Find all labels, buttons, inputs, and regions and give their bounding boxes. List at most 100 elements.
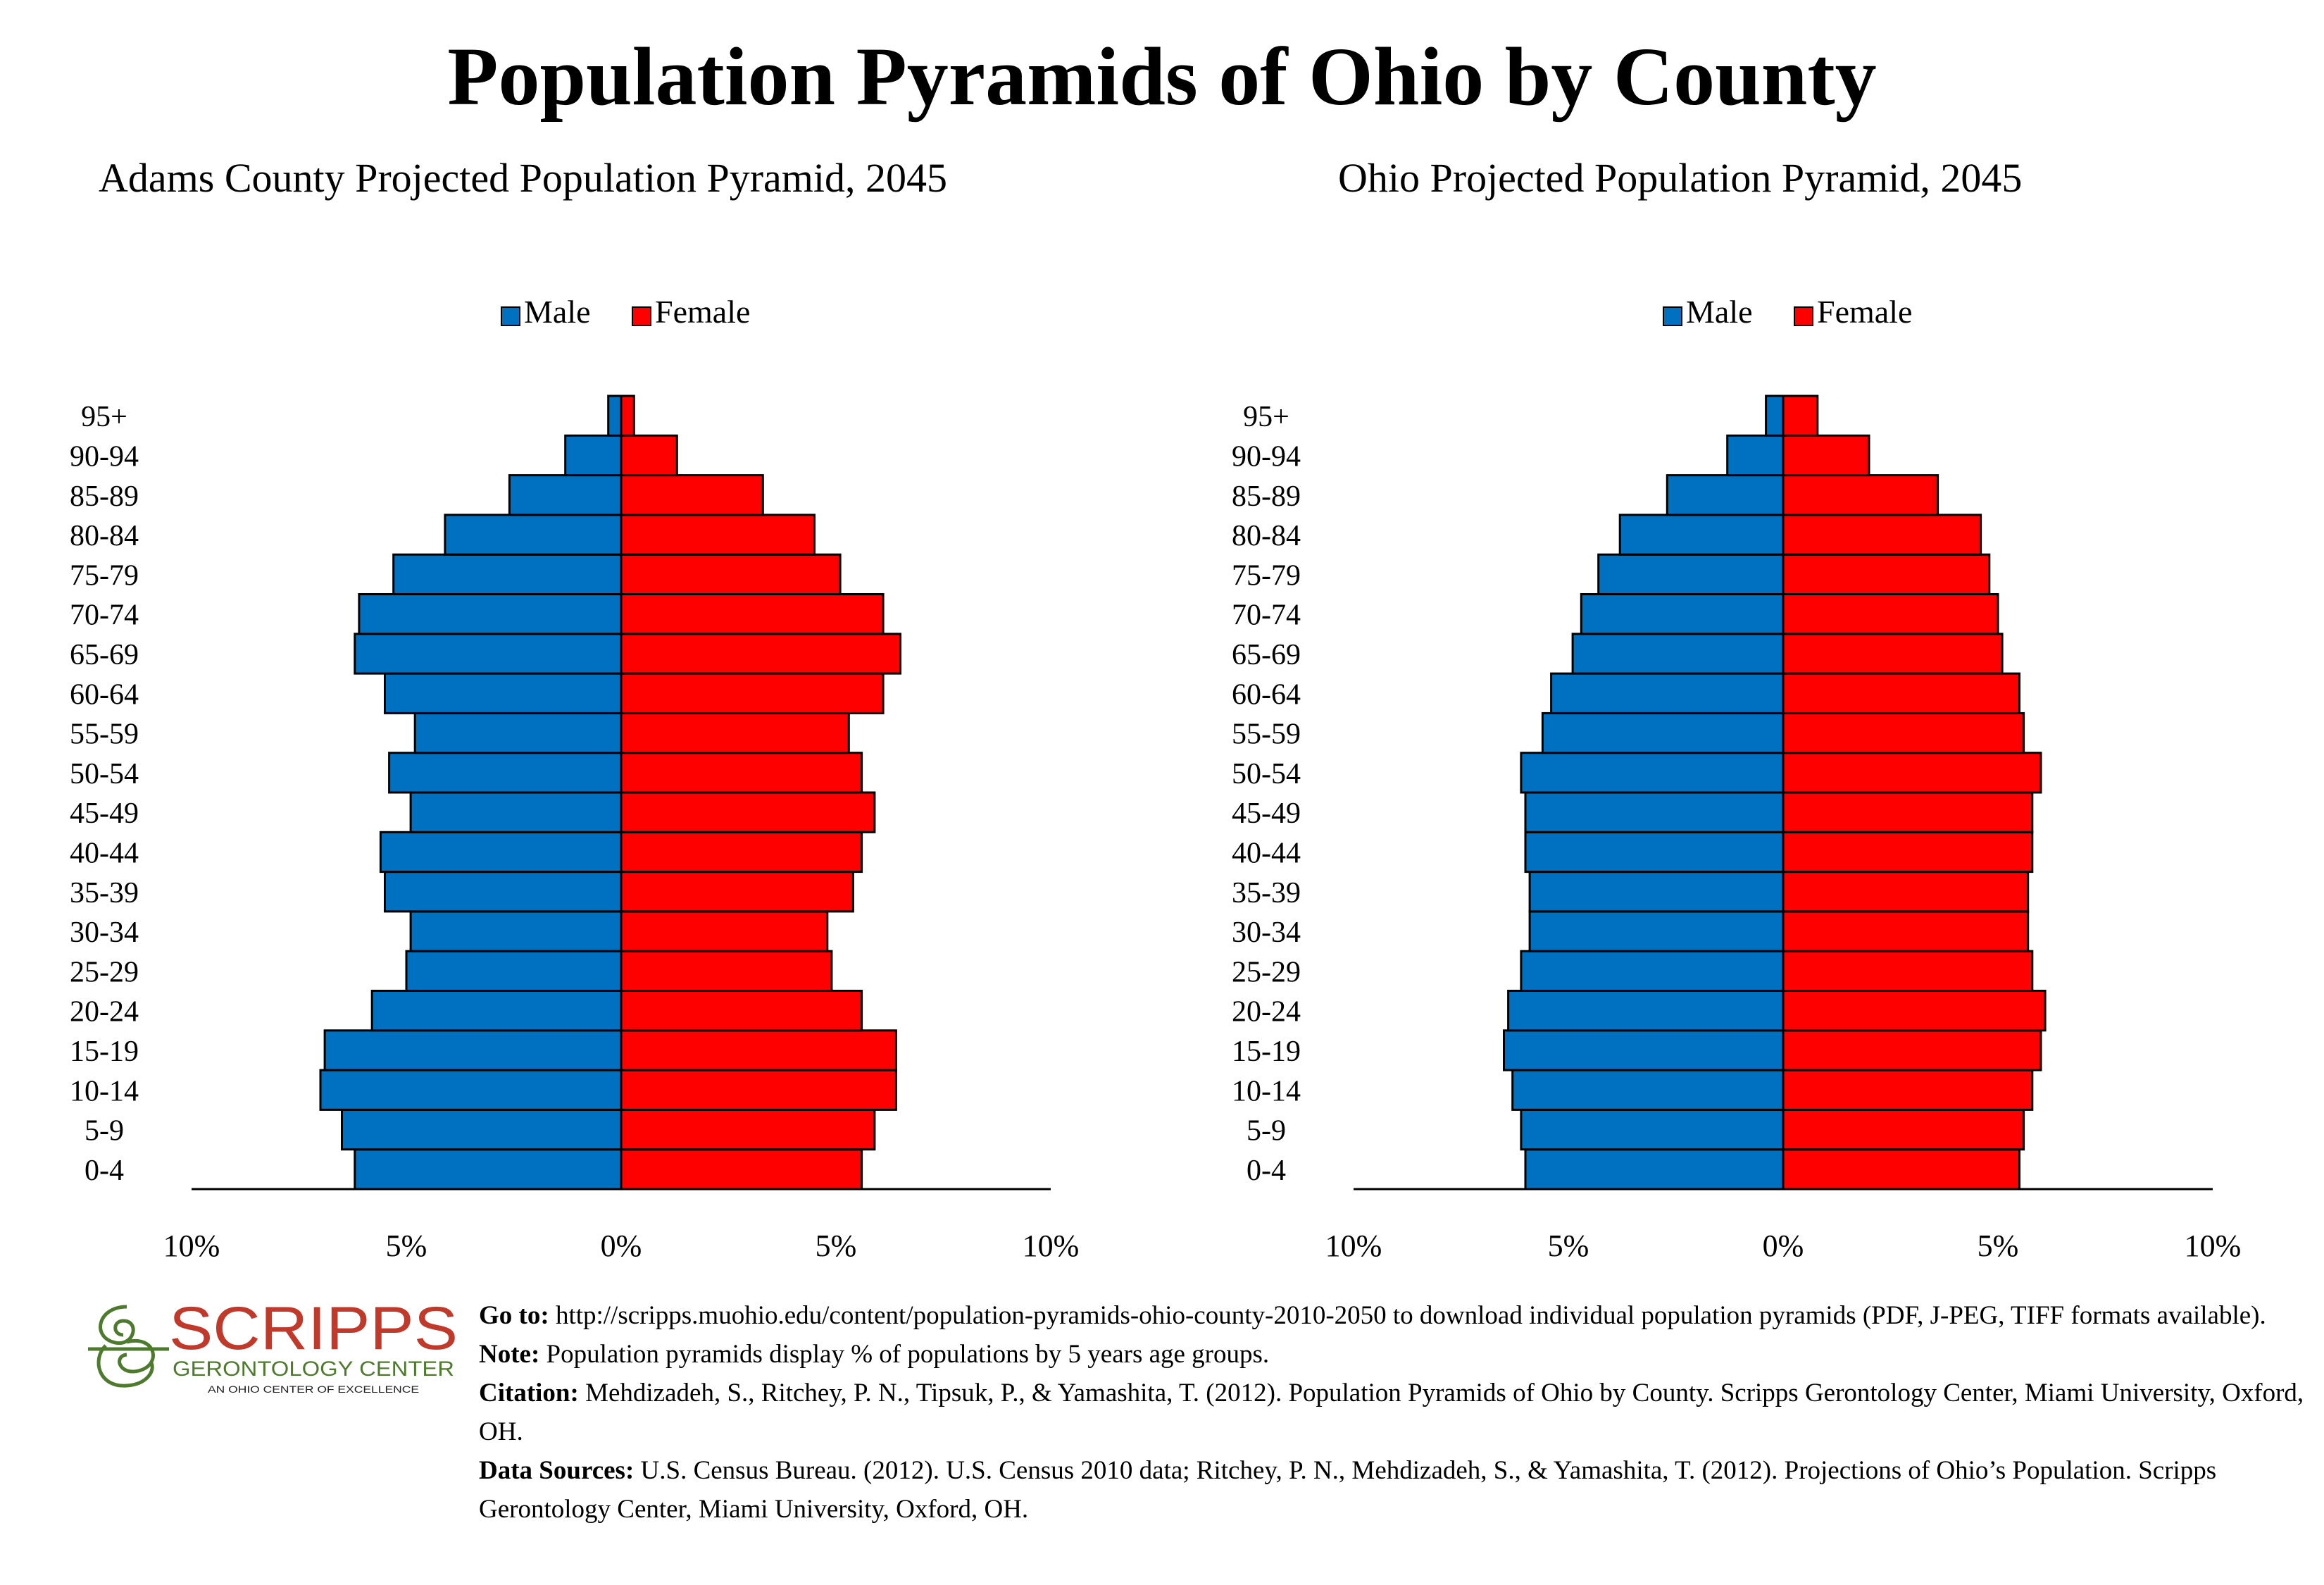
bar-male [1765, 394, 1785, 437]
swirl-icon [88, 1305, 169, 1388]
bar-female [620, 394, 635, 437]
bar-male [1618, 514, 1785, 556]
bar-female [620, 672, 885, 714]
bar-female [1782, 1029, 2042, 1071]
logo-name: SCRIPPS [169, 1295, 458, 1362]
scripps-logo: SCRIPPS GERONTOLOGY CENTER AN OHIO CENTE… [88, 1295, 458, 1395]
age-group-label: 35-39 [70, 877, 139, 909]
bar-female [620, 791, 876, 833]
logo-tagline: AN OHIO CENTER OF EXCELLENCE [208, 1384, 419, 1395]
logo-subtitle: GERONTOLOGY CENTER [173, 1357, 454, 1381]
age-group-label: 45-49 [70, 797, 139, 830]
age-group-label: 15-19 [70, 1036, 139, 1068]
bar-female [1782, 871, 2030, 913]
age-group-label: 50-54 [70, 758, 139, 790]
bar-male [354, 633, 623, 675]
bar-male [388, 752, 623, 794]
bar-female [1782, 950, 2034, 992]
citation-text: Mehdizadeh, S., Ritchey, P. N., Tipsuk, … [479, 1379, 2304, 1446]
x-tick-label: 0% [601, 1229, 642, 1263]
age-group-label: 30-34 [1232, 916, 1301, 949]
age-group-label: 55-59 [1232, 719, 1301, 751]
age-group-label: 60-64 [70, 678, 139, 711]
bar-female [1782, 394, 1819, 437]
bar-female [620, 1108, 876, 1151]
bar-female [620, 990, 863, 1032]
age-group-label: 60-64 [1232, 678, 1301, 711]
bar-female [1782, 791, 2034, 833]
age-group-label: 40-44 [1232, 837, 1301, 869]
bar-male [1666, 474, 1785, 516]
bar-female [620, 514, 816, 556]
citation-line: Citation: Mehdizadeh, S., Ritchey, P. N.… [479, 1374, 2310, 1451]
x-tick-label: 5% [386, 1229, 427, 1263]
bar-male [1524, 791, 1785, 833]
age-group-label: 90-94 [1232, 440, 1301, 473]
age-group-label: 5-9 [85, 1115, 124, 1148]
age-group-label: 80-84 [1232, 520, 1301, 552]
bar-female [620, 1148, 863, 1191]
bar-male [508, 474, 623, 516]
bar-male [564, 434, 623, 477]
x-tick-label: 10% [1325, 1229, 1382, 1263]
bar-male [1511, 1069, 1785, 1111]
age-group-label: 25-29 [70, 956, 139, 988]
age-group-label: 0-4 [85, 1155, 124, 1187]
bar-male [392, 553, 623, 596]
age-group-label: 30-34 [70, 916, 139, 949]
bar-male [384, 871, 623, 913]
legend: Male Female [501, 294, 750, 330]
bar-female [620, 434, 678, 477]
note-line: Note: Population pyramids display % of p… [479, 1335, 2310, 1374]
bar-female [1782, 752, 2042, 794]
age-group-label: 25-29 [1232, 956, 1301, 988]
bar-male [1571, 633, 1785, 675]
note-text: Population pyramids display % of populat… [546, 1340, 1270, 1369]
age-group-label: 20-24 [1232, 996, 1301, 1028]
age-group-label: 65-69 [70, 639, 139, 671]
bar-female [620, 1069, 897, 1111]
age-group-label: 70-74 [70, 599, 139, 632]
age-group-label: 10-14 [1232, 1075, 1301, 1107]
goto-line: Go to: http://scripps.muohio.edu/content… [479, 1296, 2310, 1335]
bar-male [1524, 831, 1785, 874]
subplot-title: Ohio Projected Population Pyramid, 2045 [1338, 155, 2022, 201]
legend-swatch-male [1663, 306, 1682, 326]
legend-label-male: Male [524, 294, 591, 330]
legend-swatch-female [632, 306, 651, 326]
x-tick-label: 5% [1978, 1229, 2019, 1263]
bar-male [444, 514, 623, 556]
bar-female [620, 752, 863, 794]
x-tick-label: 10% [2185, 1229, 2242, 1263]
bar-female [1782, 1108, 2025, 1151]
bar-female [1782, 1069, 2034, 1111]
sources-label: Data Sources: [479, 1456, 635, 1485]
bar-female [1782, 633, 2004, 675]
bar-female [620, 831, 863, 874]
bar-female [620, 474, 764, 516]
bar-male [1520, 950, 1785, 992]
bar-male [319, 1069, 623, 1111]
bar-male [1726, 434, 1785, 477]
goto-text: http://scripps.muohio.edu/content/popula… [555, 1301, 2266, 1330]
bar-male [384, 672, 623, 714]
bar-male [1520, 752, 1785, 794]
bar-female [1782, 910, 2030, 952]
age-group-label: 5-9 [1247, 1115, 1286, 1148]
x-tick-label: 10% [163, 1229, 220, 1263]
bar-male [607, 394, 623, 437]
bar-male [409, 910, 623, 952]
age-group-label: 75-79 [1232, 559, 1301, 592]
bar-female [620, 910, 829, 952]
x-tick-label: 0% [1763, 1229, 1804, 1263]
age-group-label: 85-89 [70, 480, 139, 513]
age-group-label: 20-24 [70, 996, 139, 1028]
legend-label-female: Female [1817, 294, 1912, 330]
age-group-label: 75-79 [70, 559, 139, 592]
bar-male [409, 791, 623, 833]
age-group-label: 65-69 [1232, 639, 1301, 671]
bar-male [379, 831, 623, 874]
bar-male [1520, 1108, 1785, 1151]
x-tick-label: 5% [1548, 1229, 1589, 1263]
sources-text: U.S. Census Bureau. (2012). U.S. Census … [479, 1456, 2217, 1524]
